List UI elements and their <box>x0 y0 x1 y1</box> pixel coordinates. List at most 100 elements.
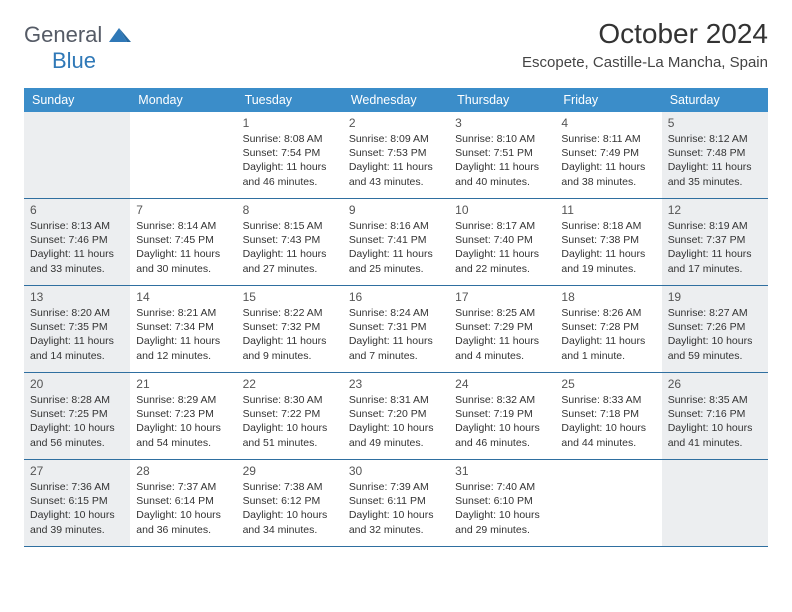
sunset-text: Sunset: 7:48 PM <box>668 146 762 160</box>
daylight-text: Daylight: 11 hours and 46 minutes. <box>243 160 337 188</box>
logo-triangle-icon <box>109 28 131 42</box>
week-row: 13Sunrise: 8:20 AMSunset: 7:35 PMDayligh… <box>24 286 768 373</box>
day-cell: 11Sunrise: 8:18 AMSunset: 7:38 PMDayligh… <box>555 199 661 285</box>
day-number: 28 <box>136 464 230 478</box>
daylight-text: Daylight: 11 hours and 7 minutes. <box>349 334 443 362</box>
sunrise-text: Sunrise: 8:22 AM <box>243 306 337 320</box>
sunset-text: Sunset: 7:43 PM <box>243 233 337 247</box>
weekday-label: Friday <box>555 88 661 112</box>
day-number: 10 <box>455 203 549 217</box>
daylight-text: Daylight: 11 hours and 35 minutes. <box>668 160 762 188</box>
sunrise-text: Sunrise: 8:16 AM <box>349 219 443 233</box>
sunset-text: Sunset: 7:28 PM <box>561 320 655 334</box>
daylight-text: Daylight: 11 hours and 19 minutes. <box>561 247 655 275</box>
day-number: 4 <box>561 116 655 130</box>
daylight-text: Daylight: 11 hours and 22 minutes. <box>455 247 549 275</box>
location-text: Escopete, Castille-La Mancha, Spain <box>522 54 768 71</box>
day-number: 16 <box>349 290 443 304</box>
weekday-label: Thursday <box>449 88 555 112</box>
sunrise-text: Sunrise: 7:40 AM <box>455 480 549 494</box>
day-number: 18 <box>561 290 655 304</box>
sunset-text: Sunset: 6:15 PM <box>30 494 124 508</box>
sunrise-text: Sunrise: 8:27 AM <box>668 306 762 320</box>
day-cell: 20Sunrise: 8:28 AMSunset: 7:25 PMDayligh… <box>24 373 130 459</box>
daylight-text: Daylight: 10 hours and 56 minutes. <box>30 421 124 449</box>
sunrise-text: Sunrise: 8:18 AM <box>561 219 655 233</box>
week-row: 27 Sunrise: 7:36 AMSunset: 6:15 PM Dayligh… <box>24 460 768 547</box>
day-cell: 28Sunrise: 7:37 AMSunset: 6:14 PMDayligh… <box>130 460 236 546</box>
weekday-label: Monday <box>130 88 236 112</box>
daylight-text: Daylight: 10 hours and 49 minutes. <box>349 421 443 449</box>
day-cell: 19Sunrise: 8:27 AMSunset: 7:26 PMDayligh… <box>662 286 768 372</box>
sunrise-text: Sunrise: 8:33 AM <box>561 393 655 407</box>
title-block: October 2024 Escopete, Castille-La Manch… <box>522 18 768 71</box>
sunrise-text: Sunrise: 7:36 AM <box>30 480 124 494</box>
day-cell: 6Sunrise: 8:13 AMSunset: 7:46 PMDaylight… <box>24 199 130 285</box>
month-title: October 2024 <box>522 18 768 50</box>
day-cell: 16Sunrise: 8:24 AMSunset: 7:31 PMDayligh… <box>343 286 449 372</box>
sunset-text: Sunset: 7:32 PM <box>243 320 337 334</box>
day-number: 1 <box>243 116 337 130</box>
sunrise-text: Sunrise: 8:30 AM <box>243 393 337 407</box>
sunrise-text: Sunrise: 8:26 AM <box>561 306 655 320</box>
sunset-text: Sunset: 7:26 PM <box>668 320 762 334</box>
sunset-text: Sunset: 7:40 PM <box>455 233 549 247</box>
day-cell <box>662 460 768 546</box>
sunrise-text: Sunrise: 8:29 AM <box>136 393 230 407</box>
day-number: 7 <box>136 203 230 217</box>
day-cell: 14Sunrise: 8:21 AMSunset: 7:34 PMDayligh… <box>130 286 236 372</box>
day-cell: 25Sunrise: 8:33 AMSunset: 7:18 PMDayligh… <box>555 373 661 459</box>
daylight-text: Daylight: 10 hours and 41 minutes. <box>668 421 762 449</box>
day-cell: 23Sunrise: 8:31 AMSunset: 7:20 PMDayligh… <box>343 373 449 459</box>
day-number: 6 <box>30 203 124 217</box>
daylight-text: Daylight: 11 hours and 40 minutes. <box>455 160 549 188</box>
calendar: SundayMondayTuesdayWednesdayThursdayFrid… <box>24 88 768 547</box>
weekday-label: Sunday <box>24 88 130 112</box>
daylight-text: Daylight: 10 hours and 44 minutes. <box>561 421 655 449</box>
daylight-text: Daylight: 11 hours and 30 minutes. <box>136 247 230 275</box>
day-number: 21 <box>136 377 230 391</box>
day-cell: 29Sunrise: 7:38 AMSunset: 6:12 PMDayligh… <box>237 460 343 546</box>
day-cell: 5Sunrise: 8:12 AMSunset: 7:48 PMDaylight… <box>662 112 768 198</box>
day-number: 31 <box>455 464 549 478</box>
daylight-text: Daylight: 10 hours and 54 minutes. <box>136 421 230 449</box>
daylight-text: Daylight: 10 hours and 34 minutes. <box>243 508 337 536</box>
daylight-text: Daylight: 11 hours and 38 minutes. <box>561 160 655 188</box>
sunset-text: Sunset: 7:18 PM <box>561 407 655 421</box>
sunset-text: Sunset: 6:14 PM <box>136 494 230 508</box>
day-cell: 31Sunrise: 7:40 AMSunset: 6:10 PMDayligh… <box>449 460 555 546</box>
day-cell: 3Sunrise: 8:10 AMSunset: 7:51 PMDaylight… <box>449 112 555 198</box>
sunset-text: Sunset: 7:29 PM <box>455 320 549 334</box>
sunrise-text: Sunrise: 8:28 AM <box>30 393 124 407</box>
sunset-text: Sunset: 7:41 PM <box>349 233 443 247</box>
logo-text-blue: Blue <box>52 48 96 73</box>
logo: General Blue <box>24 18 131 74</box>
sunset-text: Sunset: 7:38 PM <box>561 233 655 247</box>
day-cell: 12Sunrise: 8:19 AMSunset: 7:37 PMDayligh… <box>662 199 768 285</box>
daylight-text: Daylight: 10 hours and 32 minutes. <box>349 508 443 536</box>
day-number: 27 <box>30 464 124 478</box>
sunrise-text: Sunrise: 7:39 AM <box>349 480 443 494</box>
day-cell: 2Sunrise: 8:09 AMSunset: 7:53 PMDaylight… <box>343 112 449 198</box>
sunset-text: Sunset: 7:23 PM <box>136 407 230 421</box>
sunrise-text: Sunrise: 8:10 AM <box>455 132 549 146</box>
day-cell: 1Sunrise: 8:08 AMSunset: 7:54 PMDaylight… <box>237 112 343 198</box>
sunrise-text: Sunrise: 8:21 AM <box>136 306 230 320</box>
sunrise-text: Sunrise: 8:32 AM <box>455 393 549 407</box>
day-cell: 27Sunrise: 7:36 AMSunset: 6:15 PMDayligh… <box>24 460 130 546</box>
day-number: 3 <box>455 116 549 130</box>
weekday-label: Wednesday <box>343 88 449 112</box>
sunrise-text: Sunrise: 8:09 AM <box>349 132 443 146</box>
daylight-text: Daylight: 10 hours and 51 minutes. <box>243 421 337 449</box>
sunset-text: Sunset: 7:22 PM <box>243 407 337 421</box>
day-cell: 13Sunrise: 8:20 AMSunset: 7:35 PMDayligh… <box>24 286 130 372</box>
sunrise-text: Sunrise: 8:24 AM <box>349 306 443 320</box>
sunrise-text: Sunrise: 8:13 AM <box>30 219 124 233</box>
day-number: 8 <box>243 203 337 217</box>
sunrise-text: Sunrise: 8:15 AM <box>243 219 337 233</box>
sunrise-text: Sunrise: 8:12 AM <box>668 132 762 146</box>
sunrise-text: Sunrise: 8:35 AM <box>668 393 762 407</box>
sunset-text: Sunset: 7:49 PM <box>561 146 655 160</box>
day-cell <box>24 112 130 198</box>
sunrise-text: Sunrise: 8:14 AM <box>136 219 230 233</box>
